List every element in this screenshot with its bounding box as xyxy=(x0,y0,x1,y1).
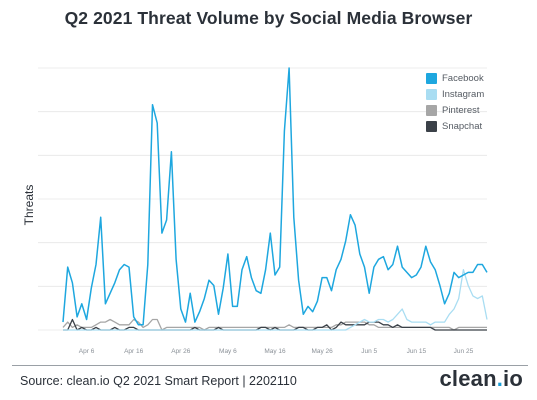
x-tick-label: Apr 26 xyxy=(171,348,191,355)
x-tick-label: Jun 5 xyxy=(361,348,377,355)
series-lines xyxy=(62,67,488,331)
legend-swatch-facebook xyxy=(426,72,437,84)
source-caption: Source: clean.io Q2 2021 Smart Report | … xyxy=(20,374,297,388)
x-tick-label: Jun 15 xyxy=(407,348,427,355)
legend-label-facebook: Facebook xyxy=(442,72,484,84)
x-tick-label: May 6 xyxy=(219,348,237,355)
legend-label-instagram: Instagram xyxy=(442,88,485,100)
x-tick-label: Jun 25 xyxy=(454,348,474,355)
legend-item-facebook[interactable]: Facebook xyxy=(426,70,484,86)
legend-item-snapchat[interactable]: Snapchat xyxy=(426,118,484,134)
x-tick-label: Apr 16 xyxy=(124,348,144,355)
legend-label-snapchat: Snapchat xyxy=(442,120,483,132)
legend-swatch-pinterest xyxy=(426,104,437,116)
x-tick-label: May 16 xyxy=(264,348,286,355)
chart-title: Q2 2021 Threat Volume by Social Media Br… xyxy=(64,8,473,28)
brand-logo: clean.io xyxy=(439,366,523,392)
legend-item-instagram[interactable]: Instagram xyxy=(426,86,484,102)
brand-suffix: io xyxy=(503,366,523,391)
legend-swatch-snapchat xyxy=(426,120,437,132)
legend: Facebook Instagram Pinterest Snapchat xyxy=(426,70,484,134)
x-tick-label: Apr 6 xyxy=(79,348,95,355)
legend-label-pinterest: Pinterest xyxy=(442,104,480,116)
x-tick-labels: Apr 6 Apr 16 Apr 26 May 6 May 16 May 26 Jun 5 J… xyxy=(79,348,474,355)
brand-dot: . xyxy=(496,366,504,391)
series-line-snapchat xyxy=(63,318,487,331)
footer-divider xyxy=(12,365,528,366)
legend-swatch-instagram xyxy=(426,88,437,100)
chart-plot: Apr 6 Apr 16 Apr 26 May 6 May 16 May 26 Jun 5 J… xyxy=(38,67,488,355)
brand-name: clean xyxy=(439,366,497,391)
legend-item-pinterest[interactable]: Pinterest xyxy=(426,102,484,118)
series-line-instagram xyxy=(63,269,488,331)
series-line-facebook xyxy=(62,67,488,326)
x-tick-label: May 26 xyxy=(311,348,333,355)
